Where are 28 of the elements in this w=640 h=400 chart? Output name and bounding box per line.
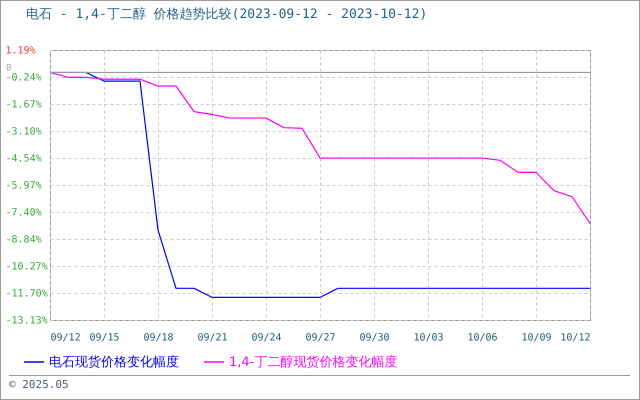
y-tick-label: -0.24% (6, 72, 42, 84)
y-tick-label: -13.13% (6, 316, 48, 326)
y-tick-label: -4.54% (6, 154, 42, 165)
x-tick-label: 09/21 (197, 332, 228, 344)
y-tick-label: -11.70% (6, 288, 48, 300)
x-tick-label: 09/24 (251, 332, 282, 344)
x-tick-label: 09/30 (359, 332, 390, 344)
line-series (50, 72, 590, 224)
x-tick-label: 10/06 (467, 332, 498, 344)
ref-line-label: 0 (6, 63, 12, 74)
x-tick-label: 09/12 (50, 332, 81, 344)
legend-label: 1,4-丁二醇现货价格变化幅度 (229, 354, 398, 370)
y-tick-label: -10.27% (6, 262, 48, 273)
y-tick-label: -7.40% (6, 207, 42, 218)
x-tick-label: 10/12 (560, 332, 590, 344)
text: © 2025.05 (9, 378, 69, 391)
y-tick-label: -1.67% (6, 99, 42, 110)
legend-label: 电石现货价格变化幅度 (49, 354, 179, 370)
x-tick-label: 09/27 (305, 332, 336, 344)
x-tick-label: 10/09 (521, 332, 552, 344)
y-tick-label: -3.10% (6, 126, 42, 138)
chart-title: 电石 - 1,4-丁二醇 价格趋势比较(2023-09-12 - 2023-10-12) (26, 7, 428, 22)
y-tick-label: -8.84% (6, 234, 42, 246)
x-tick-label: 10/03 (413, 332, 444, 344)
x-tick-label: 09/15 (89, 332, 120, 344)
x-tick-label: 09/18 (143, 332, 174, 344)
y-tick-label: -5.97% (6, 180, 42, 192)
y-tick-label: 1.19% (6, 46, 36, 56)
